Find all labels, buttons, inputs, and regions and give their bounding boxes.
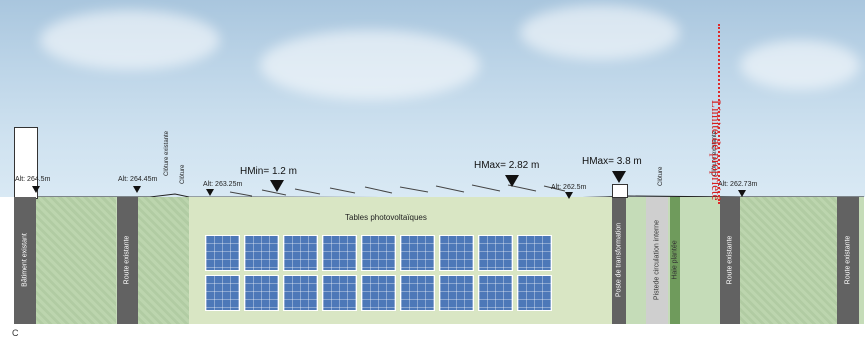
pv-panel: [517, 235, 552, 271]
cloud: [260, 30, 480, 100]
pv-panel: [244, 275, 279, 311]
pv-panel: [361, 275, 396, 311]
pv-panel: [322, 235, 357, 271]
altitude-label: Alt: 262.5m: [551, 184, 587, 191]
height-marker: [505, 175, 519, 187]
pv-panel: [400, 275, 435, 311]
pv-panel: [439, 235, 474, 271]
altitude-marker: [133, 186, 141, 193]
height-marker: [270, 180, 284, 192]
altitude-marker: [738, 190, 746, 197]
fence-label: Clôture: [180, 164, 186, 184]
grass-area: [138, 197, 190, 324]
altitude-label: Alt: 262.73m: [718, 181, 758, 188]
band-poste: [612, 197, 626, 324]
corner-letter: C: [12, 328, 19, 338]
height-marker: [612, 171, 626, 183]
pv-panel-grid: [205, 235, 575, 311]
property-limit-label: Limite de propriété: [709, 100, 724, 201]
label-route-1: Route existante: [123, 235, 131, 285]
pv-panel: [244, 235, 279, 271]
cloud: [40, 10, 220, 70]
height-label: HMax= 3.8 m: [582, 156, 642, 167]
transformer-station: [612, 184, 628, 198]
label-poste: Poste de transformation: [615, 222, 623, 298]
cloud: [740, 40, 860, 90]
grass-area: [740, 197, 837, 324]
pv-panel: [439, 275, 474, 311]
band-batiment: [14, 197, 36, 324]
sky-background: [0, 0, 865, 197]
band-route-1: [117, 197, 138, 324]
property-limit-line: [718, 24, 720, 204]
altitude-marker: [32, 186, 40, 193]
height-label: HMin= 1.2 m: [240, 166, 297, 177]
pv-panel: [517, 275, 552, 311]
altitude-marker: [565, 192, 573, 199]
pv-panel: [478, 275, 513, 311]
pv-panel: [205, 235, 240, 271]
pv-panel: [283, 235, 318, 271]
label-piste: Pistede circulation interne: [653, 219, 661, 301]
fence-label: Clôture: [658, 166, 664, 186]
altitude-label: Alt: 263.25m: [203, 181, 243, 188]
pv-panel: [478, 235, 513, 271]
cloud: [520, 5, 680, 60]
pv-panel: [400, 235, 435, 271]
label-haie: Haie plantée: [671, 240, 679, 280]
band-route-3: [837, 197, 859, 324]
altitude-label: Alt: 264.5m: [15, 176, 51, 183]
pv-panel: [322, 275, 357, 311]
label-batiment: Bâtiment existant: [21, 233, 29, 287]
band-haie: [670, 197, 680, 324]
altitude-marker: [206, 189, 214, 196]
band-route-2: [720, 197, 740, 324]
fence-label: Clôture existante: [164, 130, 170, 176]
label-route-2: Route existante: [726, 235, 734, 285]
label-route-3: Route existante: [844, 235, 852, 285]
band-piste: [646, 197, 668, 324]
pv-panel: [205, 275, 240, 311]
pv-panel: [283, 275, 318, 311]
altitude-label: Alt: 264.45m: [118, 176, 158, 183]
grass-area: [36, 197, 116, 324]
height-label: HMax= 2.82 m: [474, 160, 540, 171]
pv-panel: [361, 235, 396, 271]
label-tables: Tables photovoltaïques: [345, 213, 427, 222]
